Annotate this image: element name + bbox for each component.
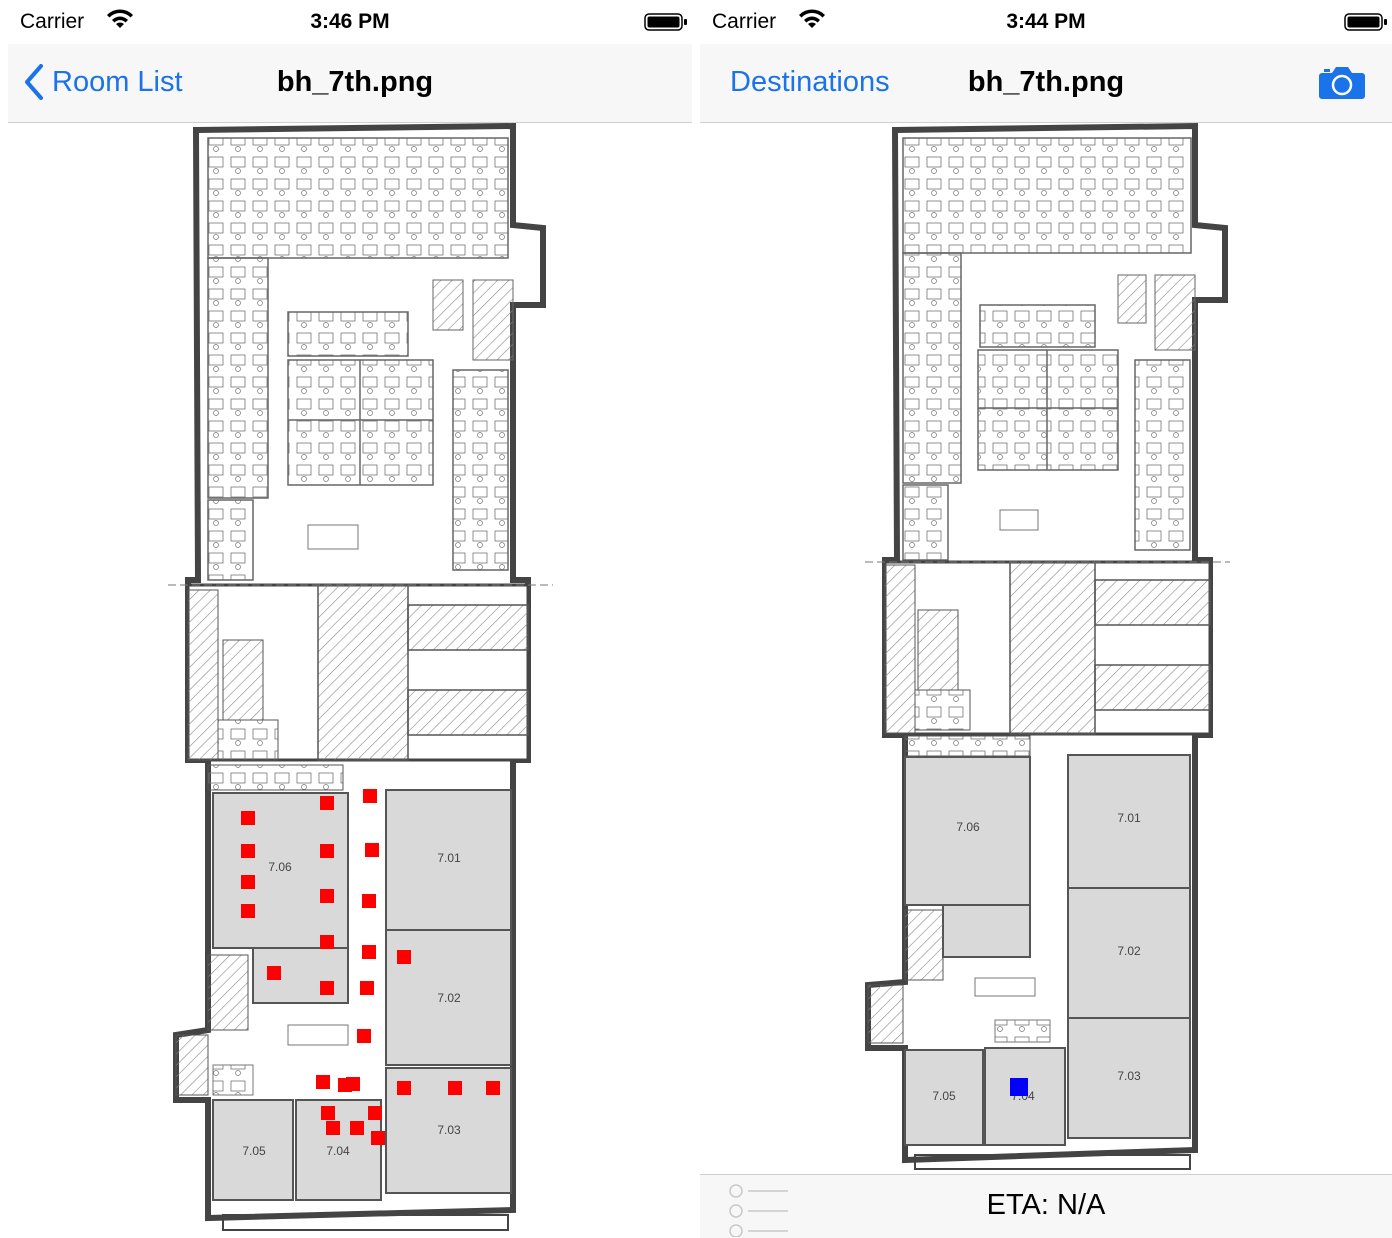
status-time: 3:46 PM [310,10,390,33]
path-marker [397,950,411,964]
path-marker [241,844,255,858]
room-label: 7.05 [932,1089,956,1103]
path-marker [363,789,377,803]
chevron-left-icon [25,64,43,100]
back-button-label: Room List [52,65,183,98]
status-bar: Carrier 3:46 PM [8,0,692,44]
status-bar: Carrier 3:44 PM [700,0,1392,44]
room-label: 7.06 [268,860,292,874]
navigation-bar: Destinations bh_7th.png [700,44,1392,123]
wifi-icon [798,8,826,36]
room-label: 7.06 [956,820,980,834]
room-list-back-button[interactable]: Room List [24,62,183,102]
path-marker [362,945,376,959]
page-title: bh_7th.png [967,66,1125,98]
wifi-icon [106,8,134,36]
path-marker [241,875,255,889]
path-marker [371,1131,385,1145]
eta-label: ETA: N/A [986,1189,1106,1221]
path-marker [241,904,255,918]
carrier-label: Carrier [20,10,85,33]
battery-icon [644,13,687,31]
destinations-button[interactable]: Destinations [730,66,890,98]
room-label: 7.01 [437,851,461,865]
room-label: 7.03 [1117,1069,1141,1083]
path-marker [357,1029,371,1043]
path-marker [346,1077,360,1091]
path-marker [368,1106,382,1120]
path-marker [320,796,334,810]
path-marker [316,1075,330,1089]
navigation-bar: Room List bh_7th.png [8,44,692,123]
bottom-toolbar: ETA: N/A [700,1174,1392,1238]
room-label: 7.02 [1117,944,1141,958]
floor-plan-map[interactable]: 7.06 7.01 7.02 7.03 7.05 7.04 [855,122,1240,1174]
left-screen: Carrier 3:46 PM Room List bh_7th.png [8,0,692,1238]
path-marker [360,981,374,995]
right-screen: Carrier 3:44 PM Destinations bh_7th.png [700,0,1392,1238]
path-marker [350,1121,364,1135]
path-marker [397,1081,411,1095]
room-label: 7.02 [437,991,461,1005]
path-marker [320,889,334,903]
carrier-label: Carrier [712,10,777,33]
path-marker [486,1081,500,1095]
path-marker [321,1106,335,1120]
path-marker [320,935,334,949]
room-label: 7.05 [242,1144,266,1158]
path-marker [320,844,334,858]
status-time: 3:44 PM [1006,10,1086,33]
path-marker [267,966,281,980]
list-icon[interactable] [728,1181,790,1238]
path-marker [320,981,334,995]
path-marker [241,811,255,825]
current-location-marker [1010,1078,1028,1096]
page-title: bh_7th.png [276,66,434,98]
camera-button[interactable] [1318,64,1366,105]
path-marker [326,1121,340,1135]
room-label: 7.03 [437,1123,461,1137]
room-label: 7.01 [1117,811,1141,825]
path-marker [362,894,376,908]
path-marker [365,843,379,857]
floor-plan-map[interactable]: 7.06 7.01 7.02 7.03 7.05 7.04 [158,122,558,1238]
battery-icon [1344,13,1387,31]
room-label: 7.04 [326,1144,350,1158]
path-marker [448,1081,462,1095]
camera-icon [1319,67,1365,99]
